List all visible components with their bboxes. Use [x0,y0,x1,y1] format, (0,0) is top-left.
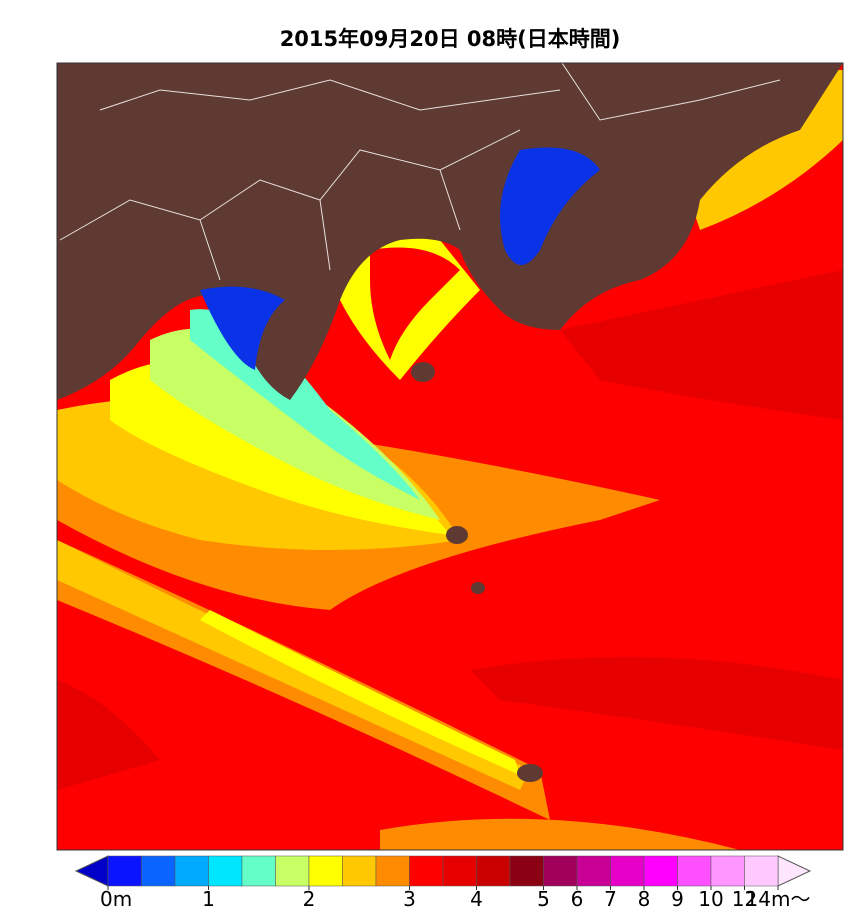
colorbar-label: 4 [470,887,483,911]
border [59,63,781,281]
map-title: 2015年09月20日 08時(日本時間) [280,27,621,51]
colorbar-cell [643,855,678,887]
plume [380,818,740,850]
bay [200,286,285,370]
colorbar-label: 5 [537,887,550,911]
colorbar-label: 9 [671,887,684,911]
island [471,582,485,594]
colorbar-over [777,855,812,887]
colorbar-label: 8 [638,887,651,911]
colorbar-label: 1 [202,887,215,911]
colorbar-label: 0m [100,887,132,911]
plume [370,247,460,360]
colorbar-cell [476,855,511,887]
colorbar-cell [241,855,276,887]
colorbar-label: 2 [303,887,316,911]
colorbar-label: 12 [732,887,757,911]
colorbar-label: 14m〜 [746,887,811,911]
sea-high [470,657,843,750]
colorbar-cell [543,855,578,887]
colorbar-cell [677,855,712,887]
bay [500,147,600,265]
colorbar-cell [375,855,410,887]
island [411,362,435,382]
colorbar-cell [744,855,779,887]
map [56,62,844,851]
colorbar-label: 10 [698,887,723,911]
colorbar-cell [576,855,611,887]
island [446,526,468,544]
colorbar-cell [208,855,243,887]
colorbar-label: 3 [403,887,416,911]
colorbar-cell [610,855,645,887]
colorbar-cell [107,855,142,887]
sea-high [560,270,843,420]
plume [150,328,440,520]
map-frame [56,62,844,851]
colorbar-cell [308,855,343,887]
colorbar-cell [342,855,377,887]
colorbar-cell [442,855,477,887]
colorbar-cell [509,855,544,887]
island [517,764,543,782]
colorbar-cell [275,855,310,887]
sea-high [57,680,160,790]
colorbar-cell [141,855,176,887]
plume [200,610,520,775]
colorbar-label: 7 [604,887,617,911]
colorbar-label: 6 [571,887,584,911]
colorbar-under [74,855,109,887]
colorbar-cell [174,855,209,887]
colorbar-cell [409,855,444,887]
colorbar-cell [710,855,745,887]
